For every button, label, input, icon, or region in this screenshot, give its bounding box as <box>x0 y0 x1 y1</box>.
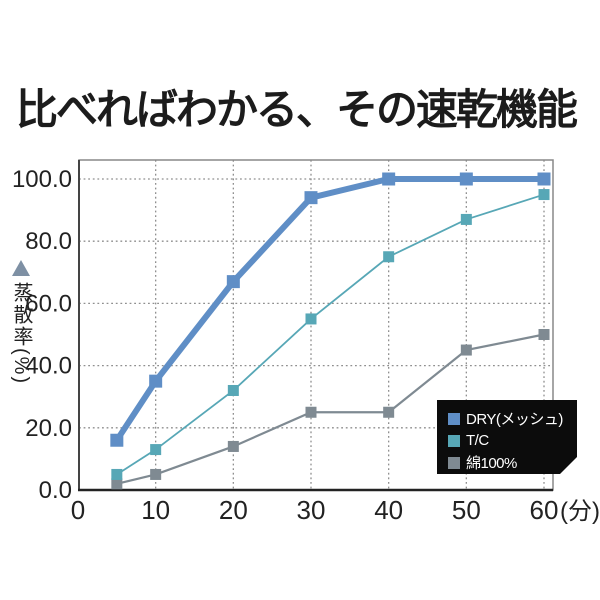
data-point <box>538 329 550 340</box>
legend-label: T/C <box>466 432 489 449</box>
data-point <box>111 478 123 490</box>
data-point <box>305 313 317 325</box>
data-point <box>459 172 473 186</box>
y-tick-label: 40.0 <box>25 353 72 380</box>
legend-swatch-icon <box>448 457 460 469</box>
data-point <box>227 384 239 396</box>
data-point <box>304 191 318 205</box>
x-tick-label: 60 <box>530 495 559 525</box>
data-point <box>226 275 240 289</box>
data-point <box>150 444 162 456</box>
data-point <box>150 468 162 480</box>
triangle-up-icon <box>12 260 30 276</box>
x-tick-label: 30 <box>297 495 326 525</box>
data-point <box>538 189 550 201</box>
data-point <box>111 468 123 480</box>
page-title: 比べればわかる、その速乾機能 <box>16 86 578 133</box>
data-point <box>460 344 472 356</box>
legend-label: 綿100% <box>466 455 517 472</box>
y-tick-label: 80.0 <box>25 228 72 255</box>
data-point <box>383 406 395 418</box>
x-tick-label: 0 <box>71 495 85 525</box>
y-axis-title: 蒸散率(%) <box>6 260 36 385</box>
y-tick-label: 0.0 <box>39 477 72 504</box>
y-axis-title-text: 蒸散率(%) <box>10 282 32 386</box>
x-axis-unit: (分) <box>560 498 600 525</box>
x-tick-label: 20 <box>219 495 248 525</box>
data-point <box>305 406 317 418</box>
legend: DRY(メッシュ) T/C 綿100% <box>437 400 577 474</box>
x-tick-label: 40 <box>374 495 403 525</box>
data-point <box>227 440 239 452</box>
data-point <box>537 172 551 186</box>
data-point <box>149 374 163 388</box>
y-tick-label: 100.0 <box>12 166 72 193</box>
x-tick-label: 10 <box>141 495 170 525</box>
data-point <box>460 213 472 225</box>
legend-item: T/C <box>448 430 577 451</box>
data-point <box>110 433 124 447</box>
y-tick-label: 60.0 <box>25 290 72 317</box>
legend-item: 綿100% <box>448 452 577 473</box>
x-tick-label: 50 <box>452 495 481 525</box>
legend-swatch-icon <box>448 435 460 447</box>
legend-label: DRY(メッシュ) <box>466 411 563 428</box>
y-tick-label: 20.0 <box>25 415 72 442</box>
data-point <box>383 251 395 263</box>
legend-item: DRY(メッシュ) <box>448 408 577 429</box>
data-point <box>382 172 396 186</box>
legend-swatch-icon <box>448 413 460 425</box>
